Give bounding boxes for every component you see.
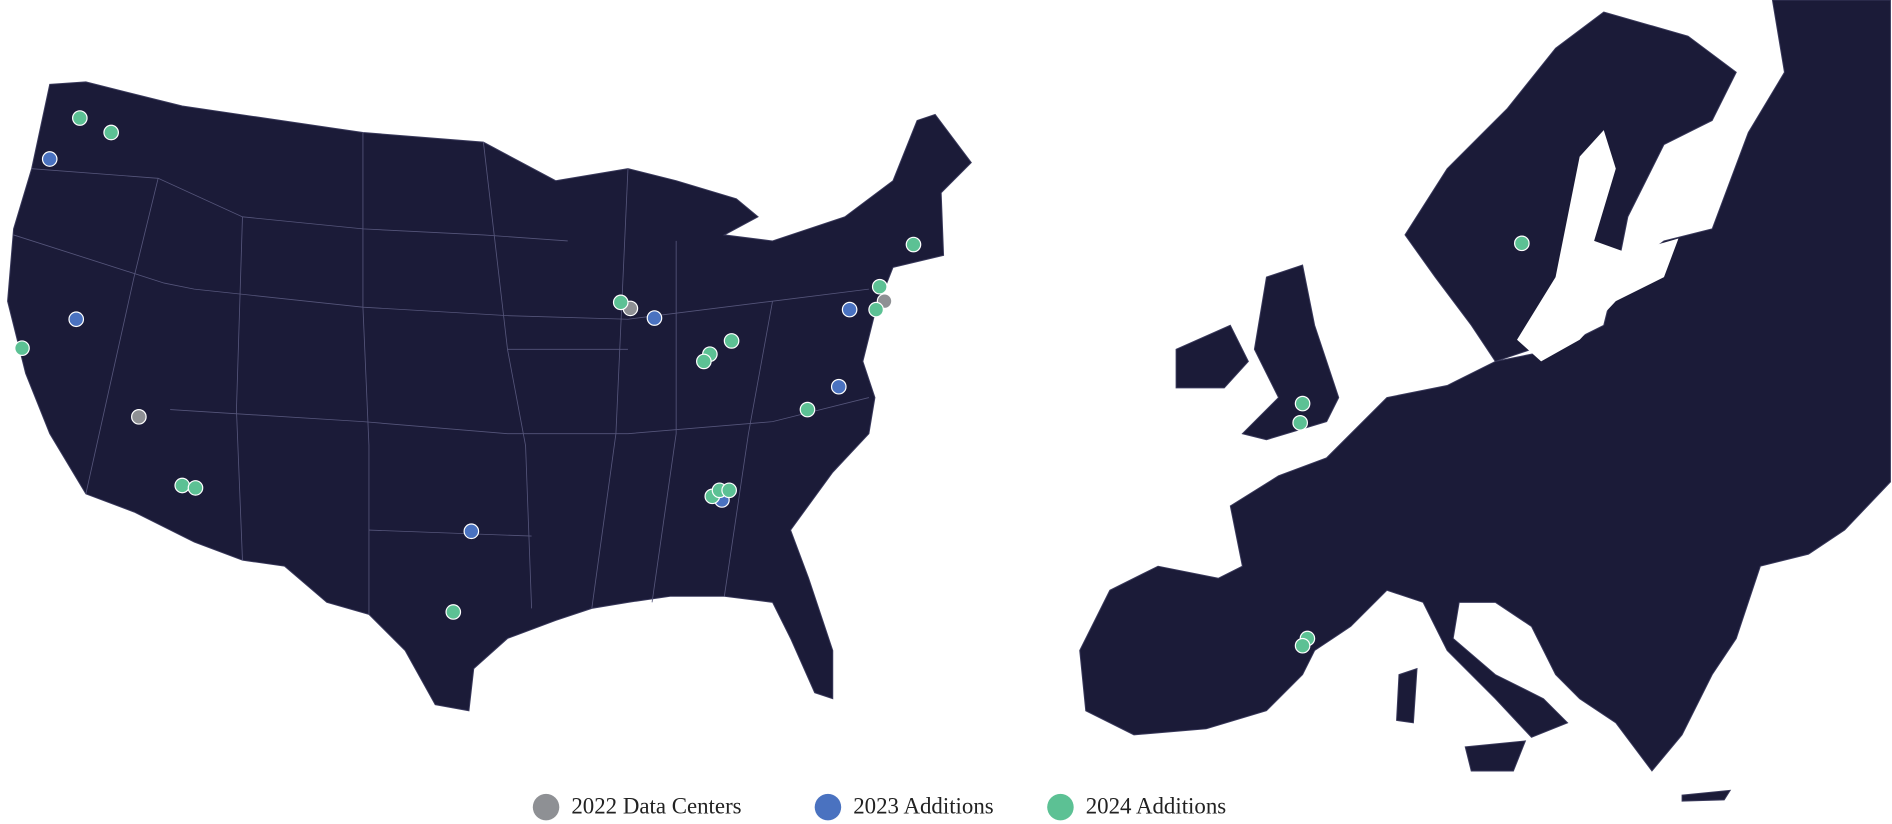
state-borders	[13, 132, 870, 615]
marker	[723, 333, 740, 349]
legend-swatch	[1047, 793, 1074, 821]
ireland	[1175, 324, 1249, 389]
marker	[445, 604, 462, 620]
marker	[841, 301, 858, 318]
islands	[1396, 667, 1732, 802]
marker	[646, 310, 663, 326]
legend: 2022 Data Centers 2023 Additions 2024 Addi…	[532, 793, 1227, 821]
us-map	[7, 81, 972, 712]
marker	[1294, 637, 1311, 654]
marker	[41, 151, 58, 167]
europe-mainland	[1079, 0, 1891, 772]
great-britain	[1241, 264, 1340, 441]
marker	[187, 480, 204, 496]
marker	[174, 477, 191, 494]
legend-label: 2024 Additions	[1086, 794, 1227, 819]
legend-swatch	[532, 793, 560, 821]
scandinavia	[1404, 11, 1737, 362]
marker	[14, 340, 30, 356]
legend-label: 2023 Additions	[853, 794, 994, 819]
marker	[72, 110, 88, 126]
marker	[1514, 235, 1530, 252]
europe-map	[1079, 0, 1891, 802]
marker	[131, 408, 147, 425]
marker	[68, 311, 85, 328]
marker	[868, 301, 884, 318]
marker	[799, 401, 816, 418]
marker	[1294, 395, 1311, 412]
marker	[905, 236, 922, 253]
legend-swatch	[814, 793, 842, 821]
baltic-sea	[1517, 130, 1679, 362]
marker	[830, 378, 847, 395]
marker	[463, 523, 480, 540]
legend-label: 2022 Data Centers	[571, 794, 741, 819]
marker	[696, 353, 712, 370]
marker	[103, 124, 119, 141]
marker	[871, 278, 888, 295]
marker	[1292, 415, 1309, 431]
marker	[612, 294, 629, 311]
markers	[14, 110, 1530, 654]
us-land	[7, 81, 972, 712]
marker	[721, 482, 737, 499]
